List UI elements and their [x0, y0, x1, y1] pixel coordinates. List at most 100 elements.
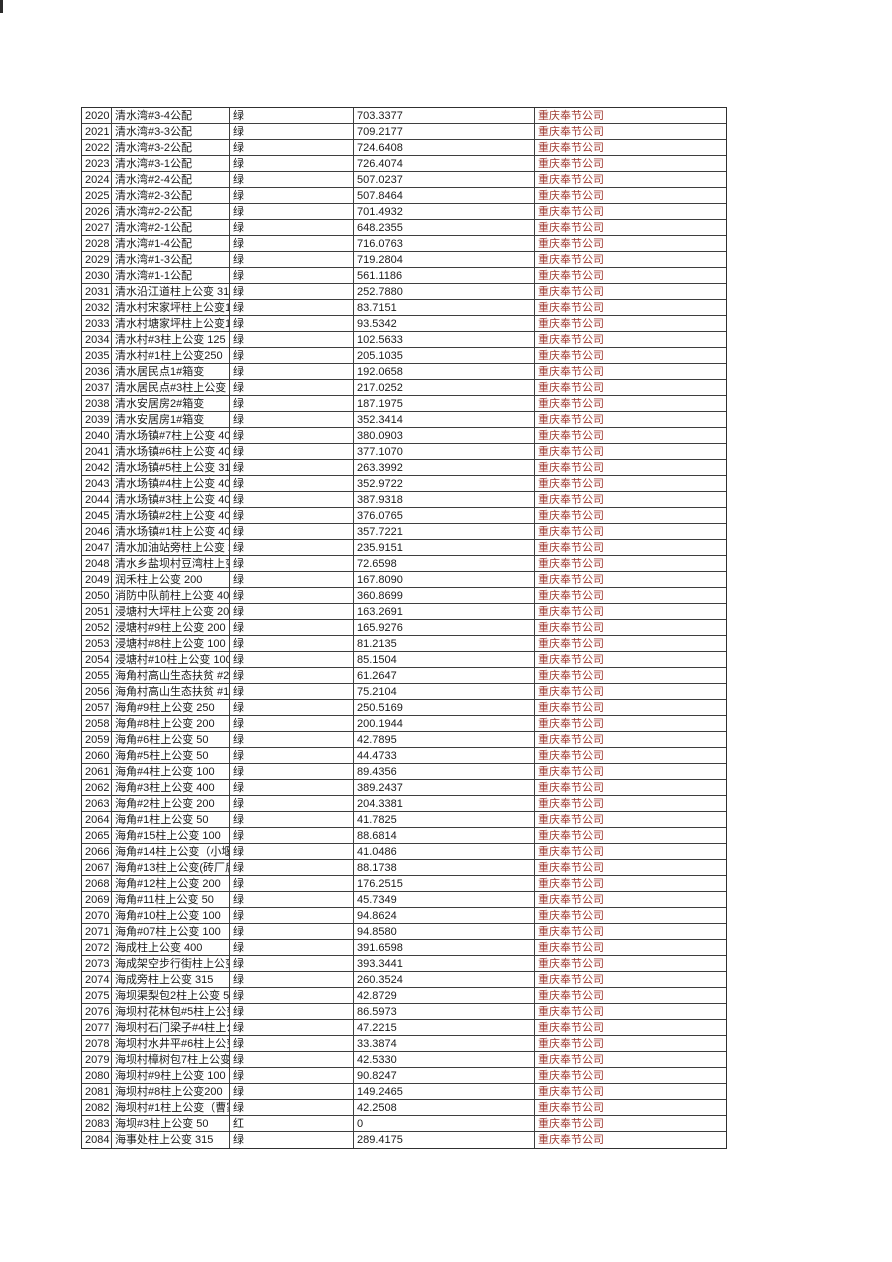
- device-name-cell[interactable]: 清水村#1柱上公变250: [112, 348, 230, 363]
- status-cell[interactable]: 绿: [230, 748, 354, 763]
- value-cell[interactable]: 41.7825: [354, 812, 535, 827]
- row-id-cell[interactable]: 2065: [82, 828, 112, 843]
- device-name-cell[interactable]: 清水安居房1#箱变: [112, 412, 230, 427]
- row-id-cell[interactable]: 2026: [82, 204, 112, 219]
- status-cell[interactable]: 绿: [230, 124, 354, 139]
- company-cell[interactable]: 重庆奉节公司: [538, 174, 604, 186]
- company-cell[interactable]: 重庆奉节公司: [538, 846, 604, 858]
- company-cell[interactable]: 重庆奉节公司: [538, 878, 604, 890]
- row-id-cell[interactable]: 2079: [82, 1052, 112, 1067]
- row-id-cell[interactable]: 2041: [82, 444, 112, 459]
- value-cell[interactable]: 719.2804: [354, 252, 535, 267]
- value-cell[interactable]: 83.7151: [354, 300, 535, 315]
- company-cell[interactable]: 重庆奉节公司: [538, 654, 604, 666]
- value-cell[interactable]: 75.2104: [354, 684, 535, 699]
- device-name-cell[interactable]: 清水湾#3-1公配: [112, 156, 230, 171]
- value-cell[interactable]: 360.8699: [354, 588, 535, 603]
- row-id-cell[interactable]: 2081: [82, 1084, 112, 1099]
- status-cell[interactable]: 绿: [230, 220, 354, 235]
- device-name-cell[interactable]: 海成柱上公变 400: [112, 940, 230, 955]
- value-cell[interactable]: 377.1070: [354, 444, 535, 459]
- status-cell[interactable]: 绿: [230, 764, 354, 779]
- status-cell[interactable]: 绿: [230, 972, 354, 987]
- company-cell[interactable]: 重庆奉节公司: [538, 1022, 604, 1034]
- status-cell[interactable]: 绿: [230, 1020, 354, 1035]
- value-cell[interactable]: 701.4932: [354, 204, 535, 219]
- company-cell[interactable]: 重庆奉节公司: [538, 478, 604, 490]
- status-cell[interactable]: 绿: [230, 844, 354, 859]
- company-cell[interactable]: 重庆奉节公司: [538, 1006, 604, 1018]
- company-cell[interactable]: 重庆奉节公司: [538, 558, 604, 570]
- row-id-cell[interactable]: 2042: [82, 460, 112, 475]
- row-id-cell[interactable]: 2048: [82, 556, 112, 571]
- status-cell[interactable]: 绿: [230, 588, 354, 603]
- company-cell[interactable]: 重庆奉节公司: [538, 1038, 604, 1050]
- row-id-cell[interactable]: 2027: [82, 220, 112, 235]
- device-name-cell[interactable]: 海坝村花林包#5柱上公变: [112, 1004, 230, 1019]
- device-name-cell[interactable]: 海坝渠梨包2柱上公变 50: [112, 988, 230, 1003]
- row-id-cell[interactable]: 2052: [82, 620, 112, 635]
- company-cell[interactable]: 重庆奉节公司: [538, 750, 604, 762]
- value-cell[interactable]: 648.2355: [354, 220, 535, 235]
- value-cell[interactable]: 289.4175: [354, 1132, 535, 1148]
- status-cell[interactable]: 绿: [230, 156, 354, 171]
- status-cell[interactable]: 绿: [230, 732, 354, 747]
- value-cell[interactable]: 42.5330: [354, 1052, 535, 1067]
- value-cell[interactable]: 167.8090: [354, 572, 535, 587]
- row-id-cell[interactable]: 2047: [82, 540, 112, 555]
- value-cell[interactable]: 33.3874: [354, 1036, 535, 1051]
- status-cell[interactable]: 绿: [230, 572, 354, 587]
- value-cell[interactable]: 0: [354, 1116, 535, 1131]
- status-cell[interactable]: 绿: [230, 908, 354, 923]
- device-name-cell[interactable]: 海角#3柱上公变 400: [112, 780, 230, 795]
- value-cell[interactable]: 716.0763: [354, 236, 535, 251]
- value-cell[interactable]: 41.0486: [354, 844, 535, 859]
- row-id-cell[interactable]: 2059: [82, 732, 112, 747]
- row-id-cell[interactable]: 2051: [82, 604, 112, 619]
- company-cell[interactable]: 重庆奉节公司: [538, 254, 604, 266]
- device-name-cell[interactable]: 清水湾#3-3公配: [112, 124, 230, 139]
- value-cell[interactable]: 393.3441: [354, 956, 535, 971]
- value-cell[interactable]: 205.1035: [354, 348, 535, 363]
- row-id-cell[interactable]: 2028: [82, 236, 112, 251]
- device-name-cell[interactable]: 海角#07柱上公变 100: [112, 924, 230, 939]
- value-cell[interactable]: 163.2691: [354, 604, 535, 619]
- device-name-cell[interactable]: 润禾柱上公变 200: [112, 572, 230, 587]
- device-name-cell[interactable]: 海成旁柱上公变 315: [112, 972, 230, 987]
- row-id-cell[interactable]: 2039: [82, 412, 112, 427]
- device-name-cell[interactable]: 清水湾#3-4公配: [112, 108, 230, 123]
- value-cell[interactable]: 204.3381: [354, 796, 535, 811]
- device-name-cell[interactable]: 海角#13柱上公变(砖厂后): [112, 860, 230, 875]
- value-cell[interactable]: 93.5342: [354, 316, 535, 331]
- device-name-cell[interactable]: 海角#2柱上公变 200: [112, 796, 230, 811]
- company-cell[interactable]: 重庆奉节公司: [538, 1086, 604, 1098]
- value-cell[interactable]: 61.2647: [354, 668, 535, 683]
- status-cell[interactable]: 绿: [230, 428, 354, 443]
- device-name-cell[interactable]: 清水场镇#1柱上公变 400: [112, 524, 230, 539]
- status-cell[interactable]: 绿: [230, 460, 354, 475]
- row-id-cell[interactable]: 2075: [82, 988, 112, 1003]
- company-cell[interactable]: 重庆奉节公司: [538, 862, 604, 874]
- device-name-cell[interactable]: 浸塘村#10柱上公变 100: [112, 652, 230, 667]
- company-cell[interactable]: 重庆奉节公司: [538, 350, 604, 362]
- value-cell[interactable]: 389.2437: [354, 780, 535, 795]
- company-cell[interactable]: 重庆奉节公司: [538, 206, 604, 218]
- row-id-cell[interactable]: 2035: [82, 348, 112, 363]
- device-name-cell[interactable]: 清水场镇#2柱上公变 400: [112, 508, 230, 523]
- value-cell[interactable]: 81.2135: [354, 636, 535, 651]
- company-cell[interactable]: 重庆奉节公司: [538, 974, 604, 986]
- value-cell[interactable]: 507.0237: [354, 172, 535, 187]
- row-id-cell[interactable]: 2038: [82, 396, 112, 411]
- status-cell[interactable]: 绿: [230, 700, 354, 715]
- company-cell[interactable]: 重庆奉节公司: [538, 110, 604, 122]
- value-cell[interactable]: 352.3414: [354, 412, 535, 427]
- device-name-cell[interactable]: 海角#8柱上公变 200: [112, 716, 230, 731]
- company-cell[interactable]: 重庆奉节公司: [538, 446, 604, 458]
- row-id-cell[interactable]: 2046: [82, 524, 112, 539]
- device-name-cell[interactable]: 海角#5柱上公变 50: [112, 748, 230, 763]
- value-cell[interactable]: 47.2215: [354, 1020, 535, 1035]
- value-cell[interactable]: 149.2465: [354, 1084, 535, 1099]
- value-cell[interactable]: 187.1975: [354, 396, 535, 411]
- value-cell[interactable]: 88.6814: [354, 828, 535, 843]
- value-cell[interactable]: 42.8729: [354, 988, 535, 1003]
